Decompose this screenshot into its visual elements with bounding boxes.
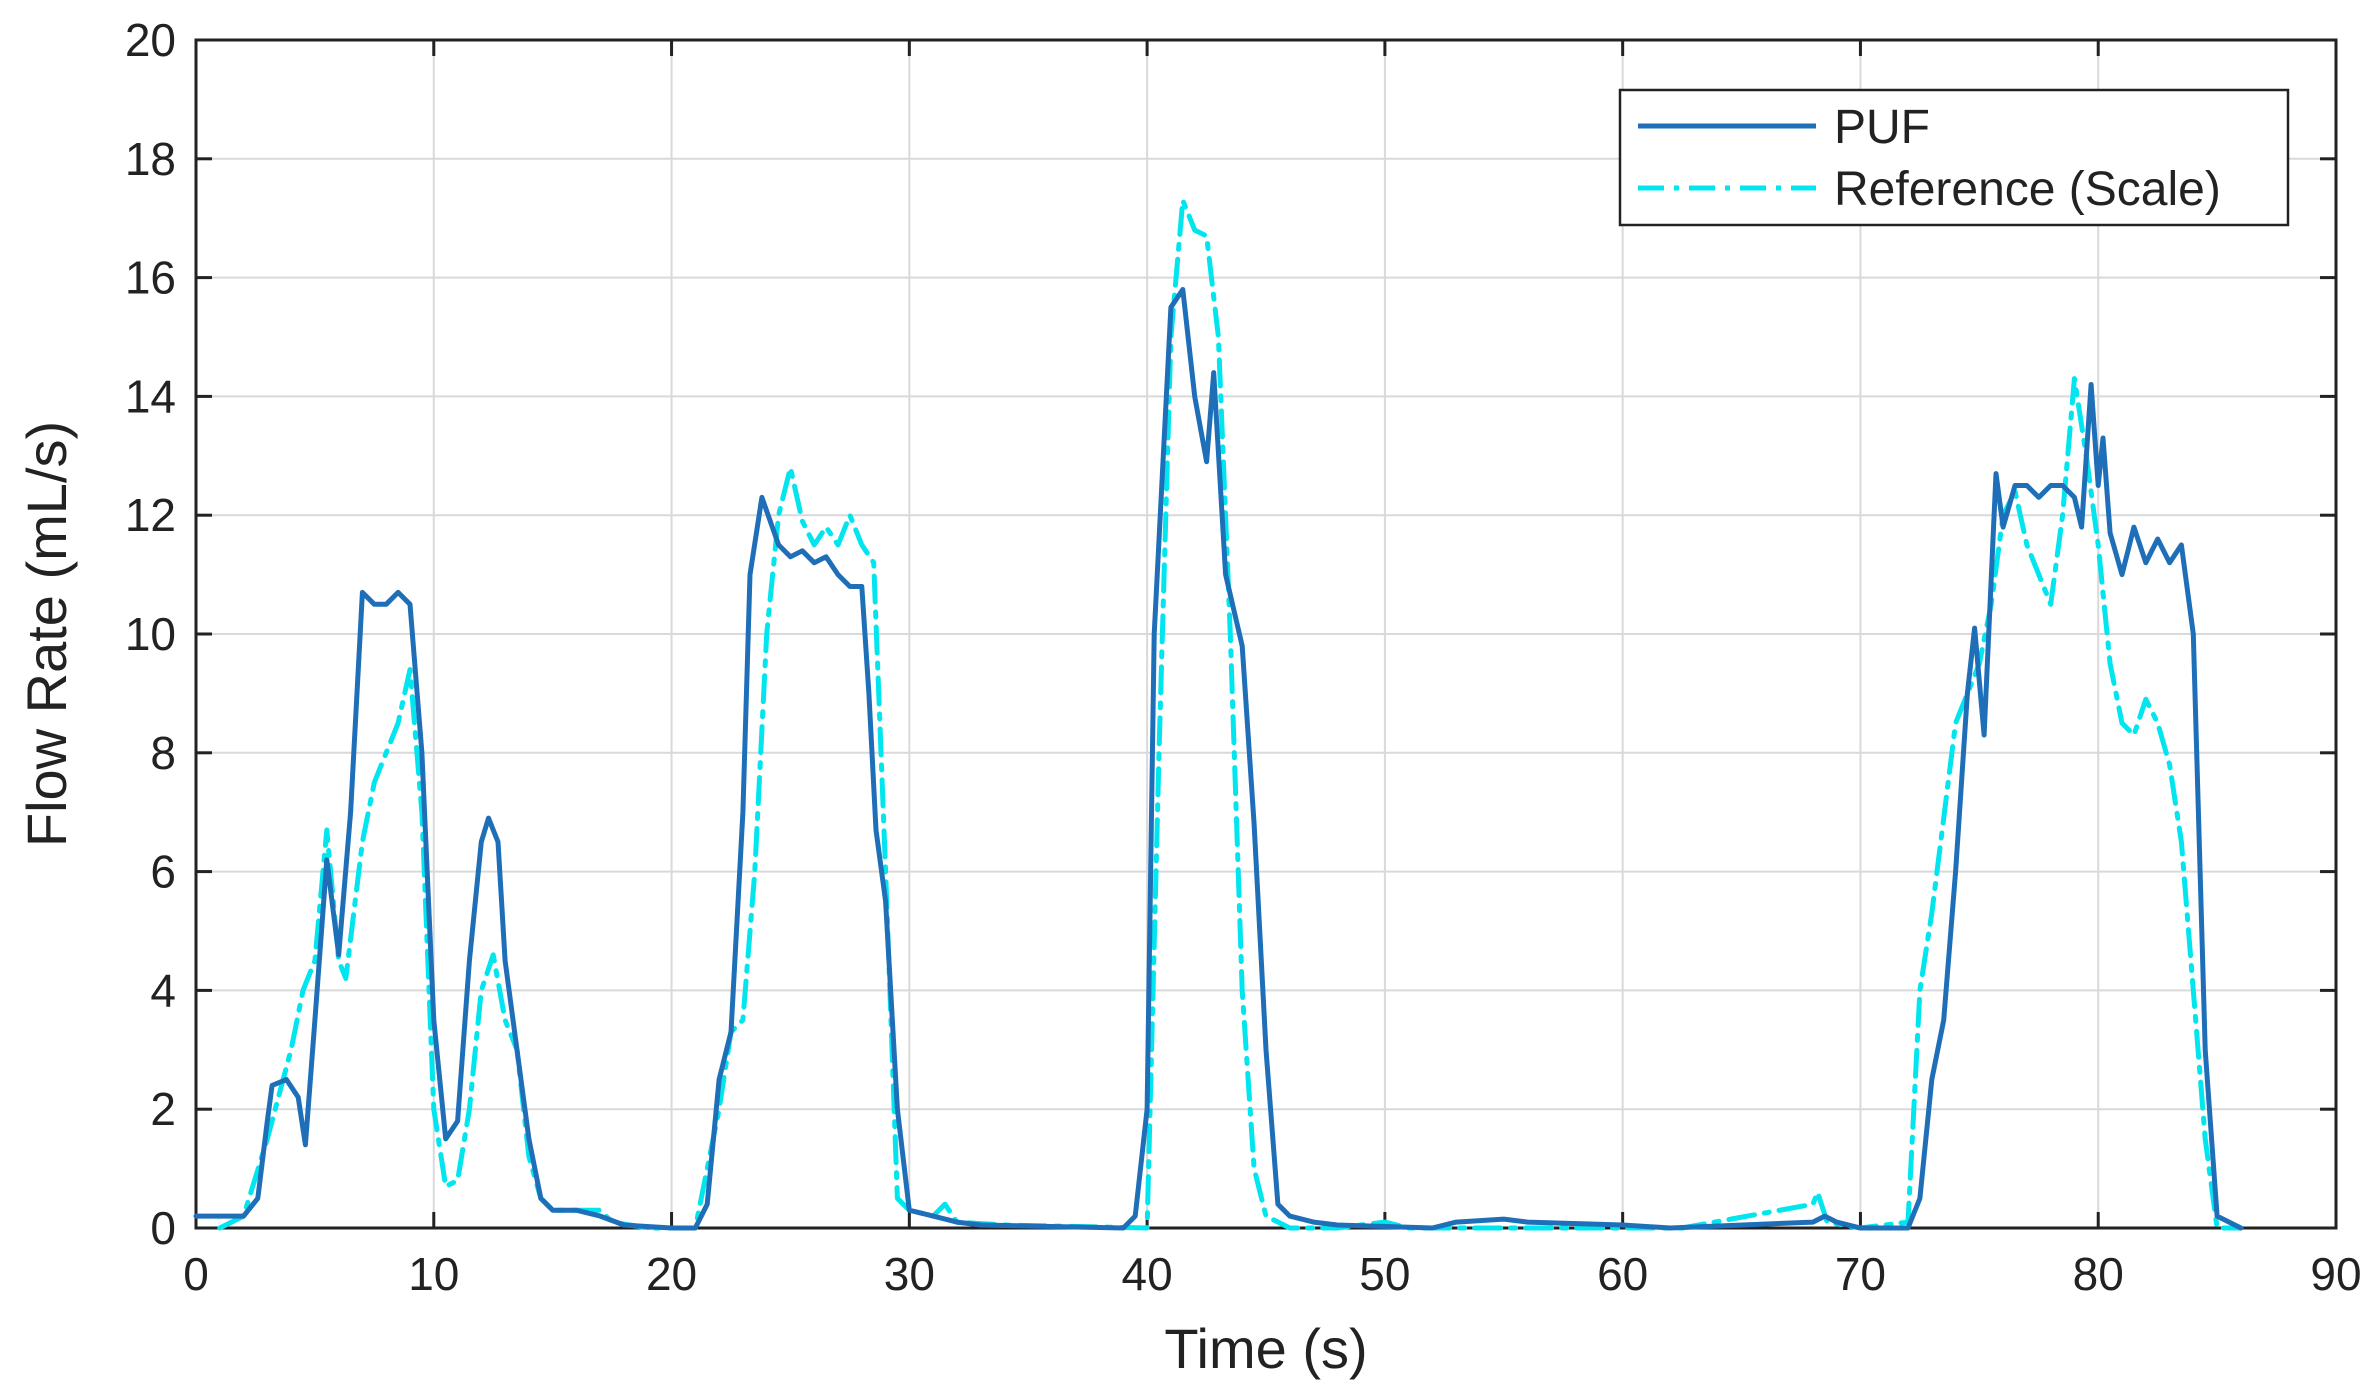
x-tick-label-9: 90: [2310, 1248, 2361, 1300]
legend-label-puf: PUF: [1834, 101, 1930, 154]
x-axis-title: Time (s): [1164, 1317, 1367, 1380]
y-tick-label-5: 10: [125, 608, 176, 660]
y-tick-label-8: 16: [125, 252, 176, 304]
y-tick-label-1: 2: [150, 1083, 176, 1135]
y-tick-label-0: 0: [150, 1202, 176, 1254]
x-tick-label-1: 10: [408, 1248, 459, 1300]
series-line-0: [193, 287, 2244, 1231]
y-tick-label-2: 4: [150, 964, 176, 1016]
series-line-1: [217, 197, 2244, 1231]
series-layer: [193, 197, 2244, 1231]
y-tick-label-7: 14: [125, 370, 176, 422]
grid-lines: [196, 40, 2336, 1228]
x-tick-label-7: 70: [1835, 1248, 1886, 1300]
y-tick-label-3: 6: [150, 846, 176, 898]
y-axis-title: Flow Rate (mL/s): [15, 421, 78, 847]
x-tick-label-6: 60: [1597, 1248, 1648, 1300]
y-tick-label-4: 8: [150, 727, 176, 779]
axis-ticks: [194, 38, 2338, 1230]
x-tick-label-4: 40: [1122, 1248, 1173, 1300]
y-tick-label-6: 12: [125, 489, 176, 541]
y-tick-label-9: 18: [125, 133, 176, 185]
x-tick-label-2: 20: [646, 1248, 697, 1300]
x-tick-label-8: 80: [2073, 1248, 2124, 1300]
y-tick-label-10: 20: [125, 14, 176, 66]
x-tick-label-3: 30: [884, 1248, 935, 1300]
x-tick-label-0: 0: [183, 1248, 209, 1300]
x-tick-label-5: 50: [1359, 1248, 1410, 1300]
legend-label-reference: Reference (Scale): [1834, 163, 2221, 216]
tick-labels: 0 10 20 30 40 50 60 70 80 90 0 2 4 6 8 10 12 14 16 18 20: [125, 14, 2362, 1300]
legend: PUF Reference (Scale): [1618, 88, 2290, 227]
legend-box: [1618, 88, 2290, 227]
